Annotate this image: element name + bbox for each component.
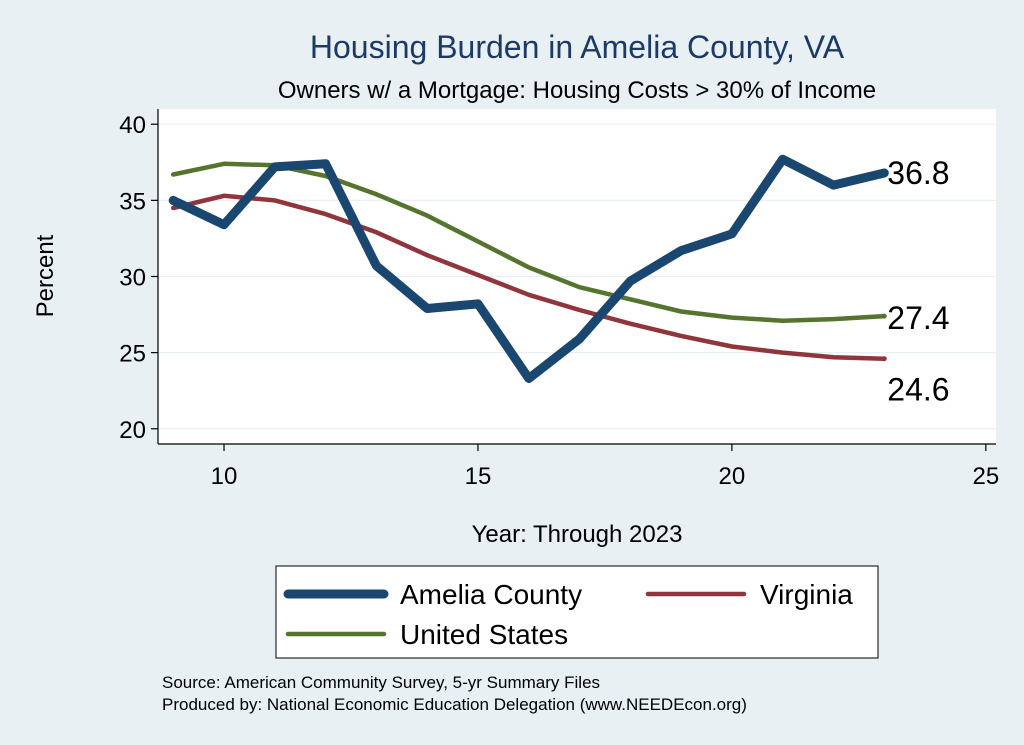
y-tick-label-20: 20 (119, 417, 146, 444)
x-tick-label-25: 25 (972, 463, 999, 490)
legend-label-united-states: United States (400, 619, 568, 650)
x-axis-ticks: 10 15 20 25 (211, 444, 999, 490)
end-label-united-states: 27.4 (887, 300, 949, 336)
end-label-virginia: 24.6 (887, 372, 949, 408)
end-marker-united-states (881, 313, 887, 319)
legend-label-amelia-county: Amelia County (400, 579, 582, 610)
series-line-amelia-county (168, 154, 889, 383)
end-marker-virginia (881, 356, 887, 362)
chart-subtitle: Owners w/ a Mortgage: Housing Costs > 30… (278, 77, 876, 104)
x-tick-label-20: 20 (719, 463, 746, 490)
series-line-virginia (170, 193, 887, 361)
y-tick-label-40: 40 (119, 112, 146, 139)
legend-label-virginia: Virginia (760, 579, 853, 610)
chart-title: Housing Burden in Amelia County, VA (310, 29, 845, 65)
legend: Amelia County Virginia United States (283, 579, 853, 650)
series-lines (168, 154, 889, 383)
legend-box (275, 565, 879, 659)
end-marker-amelia-county (881, 170, 887, 176)
end-labels: 36.8 24.6 27.4 (881, 155, 950, 408)
producer-line: Produced by: National Economic Education… (162, 695, 747, 714)
x-axis-title: Year: Through 2023 (472, 521, 683, 548)
x-tick-label-15: 15 (465, 463, 492, 490)
y-tick-label-35: 35 (119, 188, 146, 215)
grid-lines (158, 123, 996, 430)
y-tick-label-25: 25 (119, 341, 146, 368)
y-axis-title: Percent (32, 234, 59, 317)
y-tick-label-30: 30 (119, 265, 146, 292)
end-label-amelia-county: 36.8 (887, 155, 949, 191)
y-axis-ticks: 20 25 30 35 40 (119, 112, 158, 444)
source-line: Source: American Community Survey, 5-yr … (162, 673, 600, 692)
x-tick-label-10: 10 (211, 463, 238, 490)
